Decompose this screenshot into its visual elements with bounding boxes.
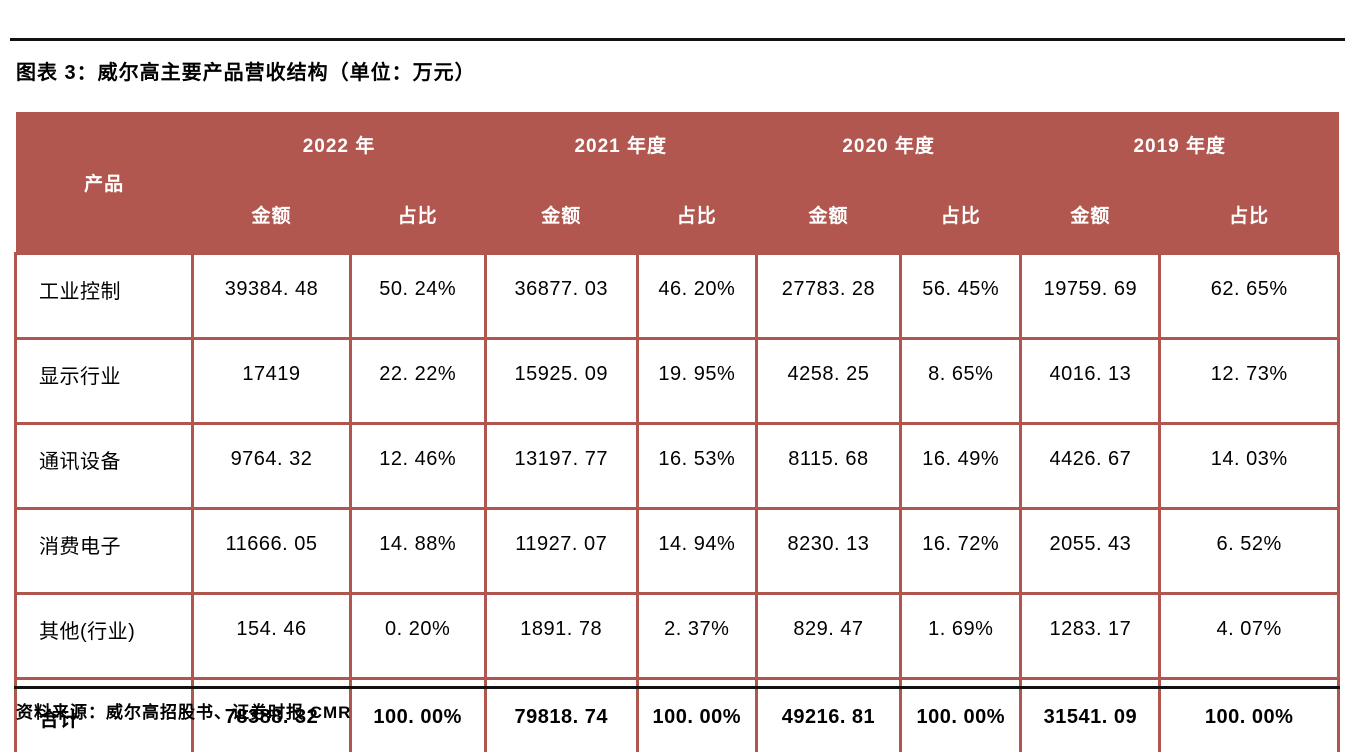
subheader-share-2020: 占比 bbox=[900, 176, 1021, 254]
cell-amount-2019: 1283. 17 bbox=[1019, 592, 1162, 680]
table-row-consumer-electronics: 消费电子 11666. 05 14. 88% 11927. 07 14. 94%… bbox=[13, 507, 1340, 595]
header-year-2021: 2021 年度 bbox=[485, 112, 757, 176]
cell-share-2019: 4. 07% bbox=[1158, 592, 1340, 680]
table-header: 产品 2022 年 2021 年度 2020 年度 2019 年度 金额 占比 … bbox=[15, 112, 1339, 254]
cell-amount-2022: 17419 bbox=[191, 337, 352, 425]
cell-share-2021: 46. 20% bbox=[635, 252, 758, 340]
header-product: 产品 bbox=[15, 112, 193, 254]
top-divider-rule bbox=[10, 38, 1345, 41]
cell-share-2019: 100. 00% bbox=[1158, 677, 1340, 752]
cell-share-2022: 14. 88% bbox=[348, 507, 487, 595]
table-row-industrial-control: 工业控制 39384. 48 50. 24% 36877. 03 46. 20%… bbox=[13, 252, 1340, 340]
subheader-amount-2022: 金额 bbox=[192, 176, 351, 254]
row-label: 消费电子 bbox=[13, 507, 195, 595]
cell-amount-2019: 4016. 13 bbox=[1019, 337, 1162, 425]
cell-amount-2022: 9764. 32 bbox=[191, 422, 352, 510]
subheader-amount-2019: 金额 bbox=[1020, 176, 1160, 254]
table-row-communication: 通讯设备 9764. 32 12. 46% 13197. 77 16. 53% … bbox=[13, 422, 1340, 510]
cell-amount-2020: 829. 47 bbox=[754, 592, 903, 680]
cell-share-2021: 16. 53% bbox=[635, 422, 758, 510]
cell-share-2020: 16. 49% bbox=[899, 422, 1023, 510]
revenue-structure-table: 产品 2022 年 2021 年度 2020 年度 2019 年度 金额 占比 … bbox=[13, 112, 1340, 752]
header-sub-row: 金额 占比 金额 占比 金额 占比 金额 占比 bbox=[16, 176, 1339, 254]
row-label: 合计 bbox=[13, 677, 195, 752]
cell-share-2020: 1. 69% bbox=[899, 592, 1023, 680]
row-label: 通讯设备 bbox=[13, 422, 195, 510]
cell-amount-2019: 31541. 09 bbox=[1019, 677, 1162, 752]
cell-amount-2020: 4258. 25 bbox=[754, 337, 903, 425]
table-body: 工业控制 39384. 48 50. 24% 36877. 03 46. 20%… bbox=[13, 252, 1340, 752]
cell-share-2019: 12. 73% bbox=[1158, 337, 1340, 425]
subheader-amount-2021: 金额 bbox=[485, 176, 638, 254]
subheader-share-2022: 占比 bbox=[350, 176, 486, 254]
cell-amount-2022: 78388. 32 bbox=[191, 677, 352, 752]
figure-title: 图表 3：威尔高主要产品营收结构（单位：万元） bbox=[16, 62, 476, 84]
cell-amount-2021: 13197. 77 bbox=[483, 422, 639, 510]
cell-share-2021: 2. 37% bbox=[635, 592, 758, 680]
cell-amount-2020: 27783. 28 bbox=[754, 252, 903, 340]
source-note: 资料来源：威尔高招股书、证券时报 CMR bbox=[16, 703, 352, 722]
cell-share-2019: 14. 03% bbox=[1158, 422, 1340, 510]
cell-amount-2019: 2055. 43 bbox=[1019, 507, 1162, 595]
cell-share-2021: 100. 00% bbox=[635, 677, 758, 752]
cell-share-2022: 22. 22% bbox=[348, 337, 487, 425]
cell-amount-2021: 79818. 74 bbox=[483, 677, 639, 752]
bottom-divider-rule bbox=[14, 686, 1340, 689]
cell-amount-2021: 1891. 78 bbox=[483, 592, 639, 680]
cell-share-2019: 6. 52% bbox=[1158, 507, 1340, 595]
header-year-2020: 2020 年度 bbox=[756, 112, 1021, 176]
cell-share-2020: 8. 65% bbox=[899, 337, 1023, 425]
cell-amount-2021: 15925. 09 bbox=[483, 337, 639, 425]
cell-amount-2019: 4426. 67 bbox=[1019, 422, 1162, 510]
row-label: 其他(行业) bbox=[13, 592, 195, 680]
cell-amount-2020: 49216. 81 bbox=[754, 677, 903, 752]
cell-amount-2019: 19759. 69 bbox=[1019, 252, 1162, 340]
cell-share-2021: 19. 95% bbox=[635, 337, 758, 425]
subheader-amount-2020: 金额 bbox=[756, 176, 901, 254]
cell-share-2020: 16. 72% bbox=[899, 507, 1023, 595]
cell-amount-2022: 11666. 05 bbox=[191, 507, 352, 595]
subheader-share-2019: 占比 bbox=[1159, 176, 1339, 254]
cell-amount-2021: 36877. 03 bbox=[483, 252, 639, 340]
row-label: 显示行业 bbox=[13, 337, 195, 425]
cell-share-2022: 12. 46% bbox=[348, 422, 487, 510]
table-row-total: 合计 78388. 32 100. 00% 79818. 74 100. 00%… bbox=[13, 677, 1340, 752]
cell-amount-2020: 8230. 13 bbox=[754, 507, 903, 595]
cell-share-2022: 0. 20% bbox=[348, 592, 487, 680]
row-label: 工业控制 bbox=[13, 252, 195, 340]
cell-share-2022: 50. 24% bbox=[348, 252, 487, 340]
subheader-share-2021: 占比 bbox=[637, 176, 757, 254]
header-year-row: 产品 2022 年 2021 年度 2020 年度 2019 年度 bbox=[15, 112, 1339, 254]
cell-share-2020: 56. 45% bbox=[899, 252, 1023, 340]
cell-share-2021: 14. 94% bbox=[635, 507, 758, 595]
table-row-other: 其他(行业) 154. 46 0. 20% 1891. 78 2. 37% 82… bbox=[13, 592, 1340, 680]
cell-amount-2022: 39384. 48 bbox=[191, 252, 352, 340]
cell-share-2019: 62. 65% bbox=[1158, 252, 1340, 340]
header-year-2022: 2022 年 bbox=[192, 112, 486, 176]
cell-share-2020: 100. 00% bbox=[899, 677, 1023, 752]
cell-amount-2022: 154. 46 bbox=[191, 592, 352, 680]
header-year-2019: 2019 年度 bbox=[1020, 112, 1339, 176]
cell-amount-2021: 11927. 07 bbox=[483, 507, 639, 595]
table-row-display: 显示行业 17419 22. 22% 15925. 09 19. 95% 425… bbox=[13, 337, 1340, 425]
cell-amount-2020: 8115. 68 bbox=[754, 422, 903, 510]
cell-share-2022: 100. 00% bbox=[348, 677, 487, 752]
